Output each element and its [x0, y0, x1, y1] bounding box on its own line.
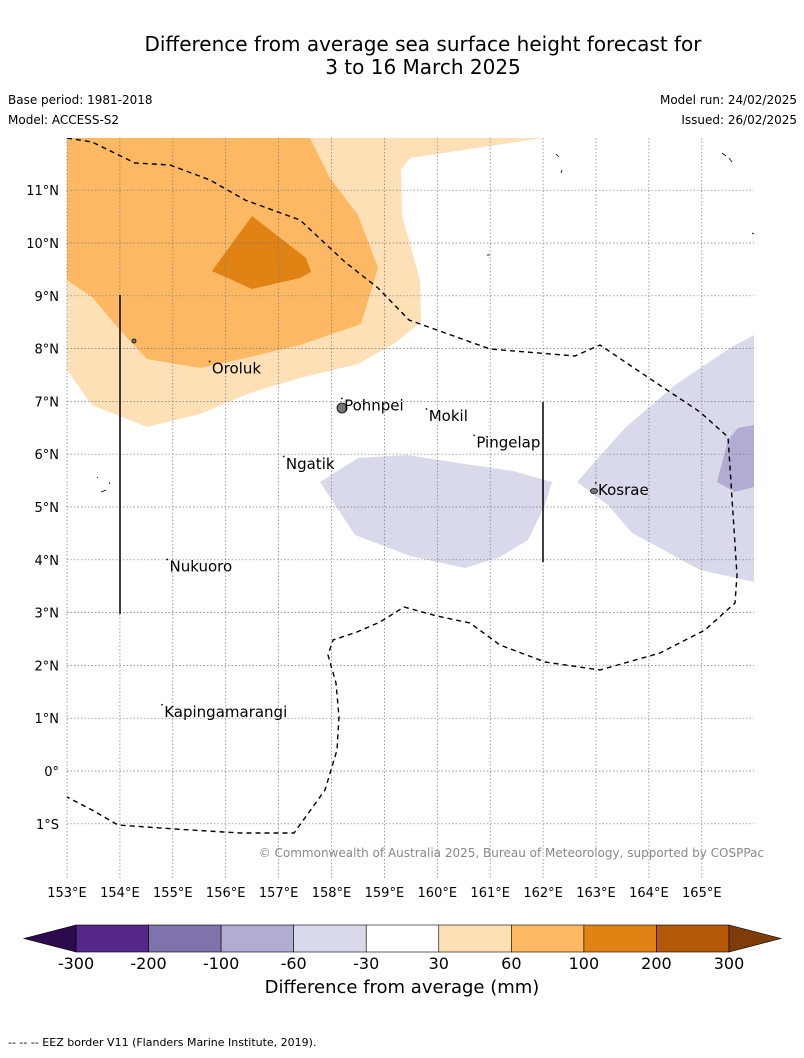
islands [96, 152, 755, 494]
colorbar-segment [656, 924, 730, 953]
anomaly-field [67, 138, 754, 582]
colorbar-tick-label: -100 [203, 954, 239, 973]
longitude-tick-label: 161°E [470, 886, 510, 901]
place-label-nukuoro: Nukuoro [170, 558, 233, 576]
longitude-tick-label: 162°E [523, 886, 563, 901]
colorbar-tick-label: -30 [353, 954, 379, 973]
island-kosrae [590, 488, 598, 494]
base-period-label: Base period: 1981-2018 [8, 93, 153, 107]
longitude-tick-label: 155°E [153, 886, 193, 901]
colorbar-segment [365, 924, 440, 953]
colorbar-tick-label: 300 [714, 954, 745, 973]
place-marker [341, 397, 343, 400]
colorbar-segment [75, 924, 149, 953]
longitude-tick-label: 156°E [206, 886, 246, 901]
anomaly-region-100-200 [212, 216, 311, 289]
longitude-tick-label: 153°E [47, 886, 87, 901]
colorbar-tick-label: 60 [501, 954, 521, 973]
anomaly-region-neg30-central [320, 455, 552, 568]
anomaly-region-60-100 [67, 138, 378, 368]
latitude-tick-label: 4°N [35, 554, 60, 569]
place-label-kapingamarangi: Kapingamarangi [164, 703, 287, 721]
place-label-mokil: Mokil [429, 407, 468, 425]
latitude-tick-label: 2°N [35, 659, 60, 674]
copyright-text: © Commonwealth of Australia 2025, Bureau… [259, 846, 764, 860]
island-northeast-atoll [721, 152, 733, 163]
longitude-tick-label: 164°E [629, 886, 669, 901]
colorbar-segment [583, 924, 657, 953]
model-label: Model: ACCESS-S2 [8, 113, 120, 127]
latitude-tick-label: 10°N [26, 237, 59, 252]
place-marker [161, 703, 163, 706]
longitude-tick-label: 159°E [365, 886, 405, 901]
colorbar-tick-label: -200 [130, 954, 166, 973]
island-oroluk-reef [131, 338, 137, 344]
island-north-atoll [555, 153, 563, 174]
latitude-tick-label: 6°N [35, 448, 60, 463]
anomaly-region-neg60-east [717, 425, 754, 492]
latitude-tick-label: 3°N [35, 607, 60, 622]
place-marker [473, 434, 475, 437]
latitude-tick-label: 7°N [35, 395, 60, 410]
longitude-labels: 153°E 154°E 155°E 156°E 157°E 158°E 159°E 160°E… [47, 886, 721, 901]
place-label-pohnpei: Pohnpei [344, 397, 404, 415]
island-small-2 [751, 232, 755, 235]
latitude-labels: 1°S 0° 1°N 2°N 3°N 4°N 5°N 6°N 7°N 8°N 9°N 10°N 11°N [26, 184, 59, 833]
colorbar-tick-label: 200 [641, 954, 672, 973]
longitude-tick-label: 163°E [576, 886, 616, 901]
colorbar-tick-label: -60 [281, 954, 307, 973]
colorbar-extend-high [728, 924, 783, 953]
longitude-tick-label: 158°E [312, 886, 352, 901]
colorbar-segment [293, 924, 367, 953]
longitude-tick-label: 157°E [259, 886, 299, 901]
colorbar-segment [511, 924, 585, 953]
island-west-atoll [96, 476, 111, 493]
latitude-tick-label: 8°N [35, 343, 60, 358]
longitude-tick-label: 160°E [418, 886, 458, 901]
place-marker [208, 360, 211, 363]
place-label-ngatik: Ngatik [286, 455, 335, 473]
graticule [66, 138, 754, 878]
colorbar-title: Difference from average (mm) [264, 977, 540, 998]
chart-title: Difference from average sea surface heig… [0, 33, 804, 79]
latitude-tick-label: 1°S [36, 818, 59, 833]
eez-border [67, 138, 738, 834]
latitude-tick-label: 5°N [35, 501, 60, 516]
eez-legend-text: -- -- -- EEZ border V11 (Flanders Marine… [8, 1036, 317, 1049]
place-label-oroluk: Oroluk [212, 360, 261, 378]
colorbar-tick-label: 100 [569, 954, 600, 973]
colorbar: -300 -200 -100 -60 -30 30 60 100 200 300 [22, 924, 783, 973]
place-marker [166, 558, 169, 561]
title-line-1: Difference from average sea surface heig… [144, 32, 702, 56]
model-run-label: Model run: 24/02/2025 [659, 93, 797, 107]
colorbar-segment [148, 924, 222, 953]
colorbar-tick-label: 30 [429, 954, 449, 973]
latitude-tick-label: 1°N [35, 712, 60, 727]
place-label-pingelap: Pingelap [476, 434, 540, 452]
longitude-tick-label: 154°E [100, 886, 140, 901]
latitude-tick-label: 11°N [26, 184, 59, 199]
latitude-tick-label: 0° [44, 765, 59, 780]
place-labels: Oroluk Pohnpei Mokil Pingelap Ngatik Kosrae Nu… [161, 360, 649, 721]
place-label-kosrae: Kosrae [598, 481, 649, 499]
longitude-tick-label: 165°E [682, 886, 722, 901]
issued-label: Issued: 26/02/2025 [681, 113, 797, 127]
colorbar-extend-low [22, 924, 77, 953]
sea-level-map: Oroluk Pohnpei Mokil Pingelap Ngatik Kosrae Nu… [22, 138, 783, 973]
anomaly-region-neg30-east [577, 335, 754, 582]
title-line-2: 3 to 16 March 2025 [325, 55, 521, 79]
place-marker [595, 482, 597, 484]
island-pohnpei [336, 402, 348, 414]
place-marker [425, 408, 428, 410]
place-marker [282, 455, 285, 458]
colorbar-segment [438, 924, 512, 953]
colorbar-segment [220, 924, 294, 953]
colorbar-tick-label: -300 [58, 954, 94, 973]
latitude-tick-label: 9°N [35, 290, 60, 305]
